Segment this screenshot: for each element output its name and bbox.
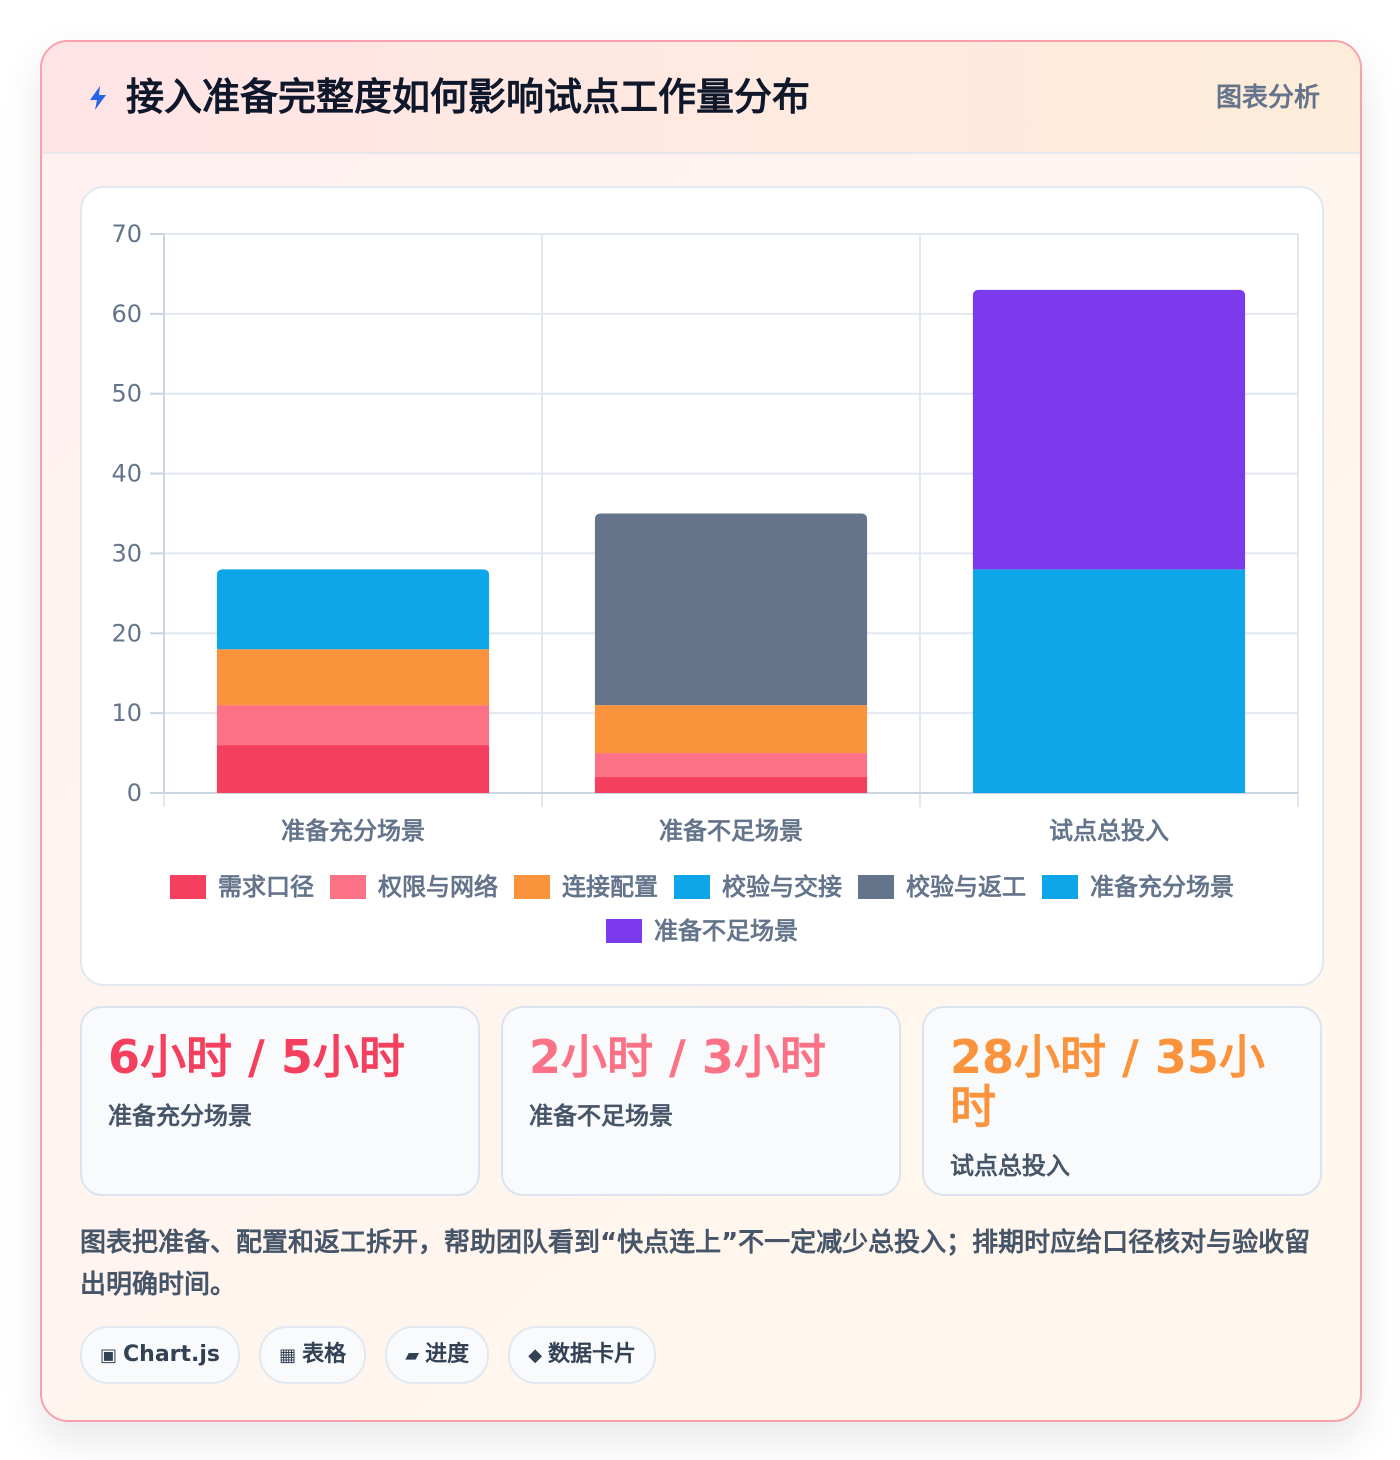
legend-item[interactable]: 校验与交接	[674, 864, 842, 909]
stat-label: 准备不足场景	[529, 1102, 673, 1130]
chart-panel: 0 10 20 30 40 50 60 70 准备充分场景 准备不足场景 试点总投入 需求口径 权限与…	[80, 186, 1324, 986]
stat-value: 6小时 / 5小时	[108, 1030, 405, 1084]
chip-chartjs[interactable]: ▣ Chart.js	[80, 1326, 241, 1384]
bar-segment	[594, 777, 868, 793]
legend-swatch	[674, 874, 710, 899]
y-tick-label: 50	[111, 380, 142, 408]
card-icon: ◆	[528, 1345, 543, 1366]
legend-swatch	[170, 874, 206, 899]
bar-segment	[594, 705, 868, 754]
card-header: 接入准备完整度如何影响试点工作量分布 图表分析	[42, 42, 1360, 154]
legend-item[interactable]: 需求口径	[170, 864, 314, 909]
legend-swatch	[514, 874, 550, 899]
legend-item[interactable]: 连接配置	[514, 864, 658, 909]
chart-legend: 需求口径 权限与网络 连接配置 校验与交接 校验与返工 准备充分场景准备不足场景	[122, 864, 1282, 953]
bar-segment	[594, 753, 868, 778]
legend-label: 准备充分场景	[1090, 872, 1234, 901]
bar-segment	[216, 569, 490, 650]
y-tick-label: 40	[111, 460, 142, 488]
bar-segment	[216, 745, 490, 793]
chip-data-card[interactable]: ◆ 数据卡片	[508, 1326, 657, 1384]
chip-table[interactable]: ▦ 表格	[259, 1326, 367, 1384]
legend-item[interactable]: 准备充分场景	[1042, 864, 1234, 909]
legend-swatch	[330, 874, 366, 899]
stat-label: 试点总投入	[950, 1152, 1070, 1180]
chip-label: 数据卡片	[548, 1342, 637, 1367]
bar-segment	[216, 705, 490, 746]
y-tick-label: 10	[111, 699, 142, 727]
bar-segment	[216, 649, 490, 706]
legend-label: 校验与返工	[906, 872, 1026, 901]
legend-swatch	[606, 919, 642, 943]
header-tag: 图表分析	[1215, 83, 1320, 113]
chip-progress[interactable]: ▰ 进度	[385, 1326, 490, 1384]
chart-card: 接入准备完整度如何影响试点工作量分布 图表分析 0 10 20 30 40 50 60 70 准…	[40, 40, 1362, 1422]
bar-segment	[594, 513, 868, 706]
table-icon: ▦	[279, 1345, 297, 1366]
chip-label: Chart.js	[123, 1342, 221, 1367]
legend-item[interactable]: 权限与网络	[330, 864, 498, 909]
bar-segment	[972, 569, 1246, 793]
stat-card-total: 28小时 / 35小时 试点总投入	[922, 1006, 1322, 1196]
chip-label: 进度	[425, 1342, 470, 1367]
legend-label: 校验与交接	[722, 872, 842, 901]
bar-segment	[972, 289, 1246, 570]
chip-label: 表格	[302, 1342, 347, 1367]
chart-icon: ▣	[100, 1345, 118, 1366]
legend-swatch	[858, 874, 894, 899]
legend-label: 连接配置	[562, 872, 658, 901]
x-tick-label: 准备充分场景	[281, 817, 425, 845]
x-tick-label: 准备不足场景	[659, 817, 803, 845]
legend-label: 权限与网络	[378, 872, 498, 901]
stat-label: 准备充分场景	[108, 1102, 252, 1130]
stat-value: 28小时 / 35小时	[950, 1030, 1265, 1134]
progress-icon: ▰	[405, 1345, 420, 1366]
bar-chart: 0 10 20 30 40 50 60 70 准备充分场景 准备不足场景 试点总投入	[111, 220, 1299, 845]
y-tick-label: 20	[111, 619, 142, 647]
x-tick-label: 试点总投入	[1049, 817, 1169, 845]
stat-value: 2小时 / 3小时	[529, 1030, 826, 1084]
page-title: 接入准备完整度如何影响试点工作量分布	[126, 75, 811, 119]
y-tick-label: 60	[111, 300, 142, 328]
y-tick-label: 0	[127, 779, 142, 807]
legend-label: 需求口径	[218, 872, 314, 901]
legend-label: 准备不足场景	[654, 917, 798, 945]
summary-note: 图表把准备、配置和返工拆开，帮助团队看到“快点连上”不一定减少总投入；排期时应给…	[80, 1228, 1311, 1300]
stat-card-ready: 6小时 / 5小时 准备充分场景	[80, 1006, 480, 1196]
y-tick-label: 70	[111, 220, 142, 248]
legend-item[interactable]: 校验与返工	[858, 864, 1026, 909]
lightning-icon	[90, 86, 106, 110]
legend-item[interactable]: 准备不足场景	[606, 909, 798, 954]
y-tick-label: 30	[111, 539, 142, 567]
chip-row: ▣ Chart.js ▦ 表格 ▰ 进度 ◆ 数据卡片	[80, 1326, 670, 1384]
stat-card-unready: 2小时 / 3小时 准备不足场景	[501, 1006, 901, 1196]
legend-swatch	[1042, 874, 1078, 899]
